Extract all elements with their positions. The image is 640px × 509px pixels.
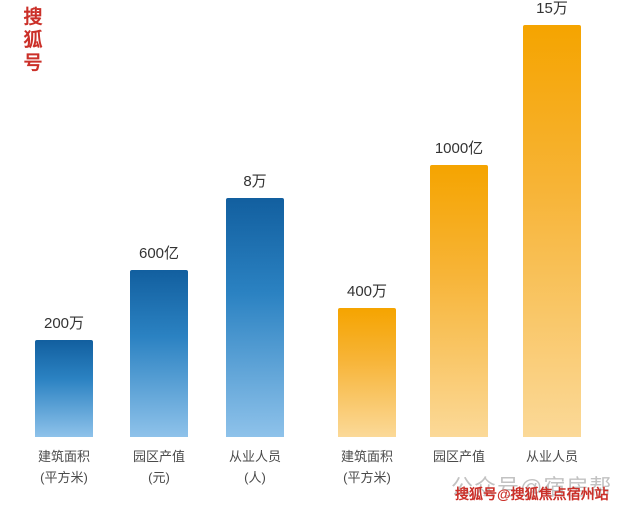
category-unit: (平方米) (40, 470, 88, 485)
watermark-vertical-souhu: 搜狐号 (23, 7, 43, 74)
bar-column-6: 15万 (523, 0, 581, 437)
bar-column-3: 8万 (226, 170, 284, 437)
category-label-4: 建筑面积 (平方米) (322, 446, 412, 488)
category-unit: (元) (148, 470, 170, 485)
bar-value-label: 1000亿 (434, 140, 484, 157)
bar-column-5: 1000亿 (430, 137, 488, 437)
bar-value-label: 200万 (43, 315, 85, 332)
bar-value-label: 600亿 (138, 245, 180, 262)
bar-blue-1 (35, 340, 93, 437)
category-name: 从业人员 (228, 449, 281, 464)
bar-value-label: 15万 (536, 0, 568, 17)
category-name: 建筑面积 (340, 449, 393, 464)
category-name: 园区产值 (432, 449, 485, 464)
bar-blue-2 (130, 270, 188, 437)
category-label-6: 从业人员 (507, 446, 597, 467)
bar-column-2: 600亿 (130, 242, 188, 437)
bar-value-label: 400万 (346, 283, 388, 300)
category-unit: (平方米) (343, 470, 391, 485)
bar-orange-3 (523, 25, 581, 437)
bar-column-1: 200万 (35, 312, 93, 437)
bar-value-label: 8万 (243, 173, 267, 190)
bar-orange-1 (338, 308, 396, 437)
category-label-3: 从业人员 (人) (210, 446, 300, 488)
bar-blue-3 (226, 198, 284, 437)
category-label-1: 建筑面积 (平方米) (19, 446, 109, 488)
category-name: 从业人员 (525, 449, 578, 464)
category-name: 园区产值 (132, 449, 185, 464)
bar-column-4: 400万 (338, 280, 396, 437)
category-name: 建筑面积 (37, 449, 90, 464)
watermark-red-souhu-station: 搜狐号@搜狐焦点宿州站 (455, 486, 609, 502)
category-unit: (人) (244, 470, 266, 485)
bar-orange-2 (430, 165, 488, 437)
watermark-gray-account: 公众号@宿房帮 (451, 475, 613, 500)
category-label-2: 园区产值 (元) (114, 446, 204, 488)
category-label-5: 园区产值 (414, 446, 504, 467)
